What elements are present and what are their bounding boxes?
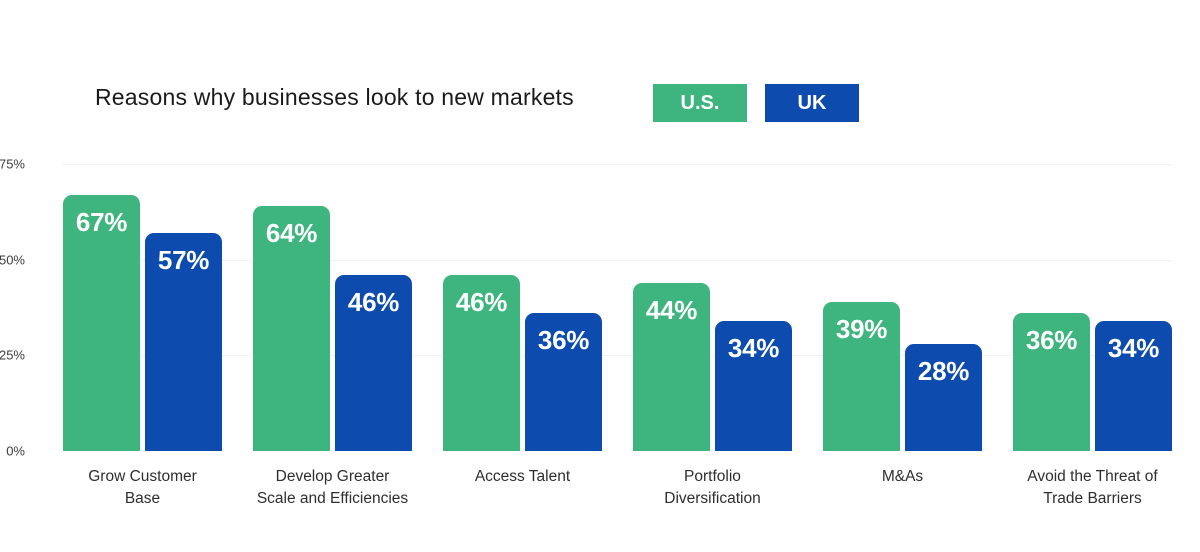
bar-value-label: 28% [917,355,970,386]
y-tick-25: 25% [0,347,25,363]
bar-u-s-develop-greater: 64% [253,206,330,451]
x-label-text: Avoid the Threat of Trade Barriers [1027,468,1158,508]
bar-uk-develop-greater: 46% [335,274,412,451]
bar-group-portfolio: 44% 34% [633,164,792,451]
x-label-text: Grow Customer Base [88,468,197,508]
plot-wrap: 67% 57% 64% 46% 46% 36% 44% 34% 39% 28% 36% 34% 75%… [0,157,1200,459]
bar-uk-m-as: 28% [905,343,982,451]
bar-value-label: 34% [727,332,780,363]
bar-uk-access-talent: 36% [525,313,602,451]
y-tick-0: 0% [6,443,25,459]
legend: U.S. UK [653,84,859,122]
bar-u-s-access-talent: 46% [443,274,520,451]
bar-value-label: 36% [537,325,590,356]
bar-value-label: 46% [347,286,400,317]
x-label-portfolio: Portfolio Diversification [633,466,792,511]
bar-group-m-as: 39% 28% [823,164,982,451]
bar-group-avoid-the-threat-of: 36% 34% [1013,164,1172,451]
bar-uk-grow-customer: 57% [145,232,222,451]
x-label-avoid-the-threat-of: Avoid the Threat of Trade Barriers [1013,466,1172,511]
bar-value-label: 39% [835,313,888,344]
bar-value-label: 67% [75,206,128,237]
chart-title: Reasons why businesses look to new marke… [95,84,574,110]
bar-u-s-avoid-the-threat-of: 36% [1013,313,1090,451]
x-label-develop-greater: Develop Greater Scale and Efficiencies [253,466,412,511]
bar-u-s-portfolio: 44% [633,282,710,451]
x-label-text: M&As [881,468,924,485]
x-label-grow-customer: Grow Customer Base [63,466,222,511]
legend-badge-us: U.S. [653,84,747,122]
bar-uk-avoid-the-threat-of: 34% [1095,320,1172,451]
bar-value-label: 34% [1107,332,1160,363]
gridline-75 [63,164,1172,165]
bar-u-s-grow-customer: 67% [63,194,140,451]
x-label-text: Develop Greater Scale and Efficiencies [256,468,409,508]
plot-area: 67% 57% 64% 46% 46% 36% 44% 34% 39% 28% 36% 34% 75%… [0,157,1172,459]
bar-group-develop-greater: 64% 46% [253,164,412,451]
bar-u-s-m-as: 39% [823,301,900,451]
bar-group-access-talent: 46% 36% [443,164,602,451]
bar-value-label: 64% [265,218,318,249]
x-label-access-talent: Access Talent [443,466,602,511]
x-label-text: Portfolio Diversification [664,468,761,508]
x-label-m-as: M&As [823,466,982,511]
x-label-text: Access Talent [474,468,571,485]
legend-badge-uk: UK [765,84,859,122]
bar-uk-portfolio: 34% [715,320,792,451]
y-tick-75: 75% [0,156,25,172]
x-axis-labels: Grow Customer Base Develop Greater Scale … [63,466,1172,511]
y-tick-50: 50% [0,252,25,268]
bar-group-grow-customer: 67% 57% [63,164,222,451]
gridline-25 [63,355,1172,357]
bar-value-label: 36% [1025,325,1078,356]
bar-value-label: 44% [645,294,698,325]
bar-value-label: 46% [455,286,508,317]
bar-value-label: 57% [157,244,210,275]
bar-groups: 67% 57% 64% 46% 46% 36% 44% 34% 39% 28% 36% 34% [63,164,1172,451]
gridline-50 [63,259,1172,261]
